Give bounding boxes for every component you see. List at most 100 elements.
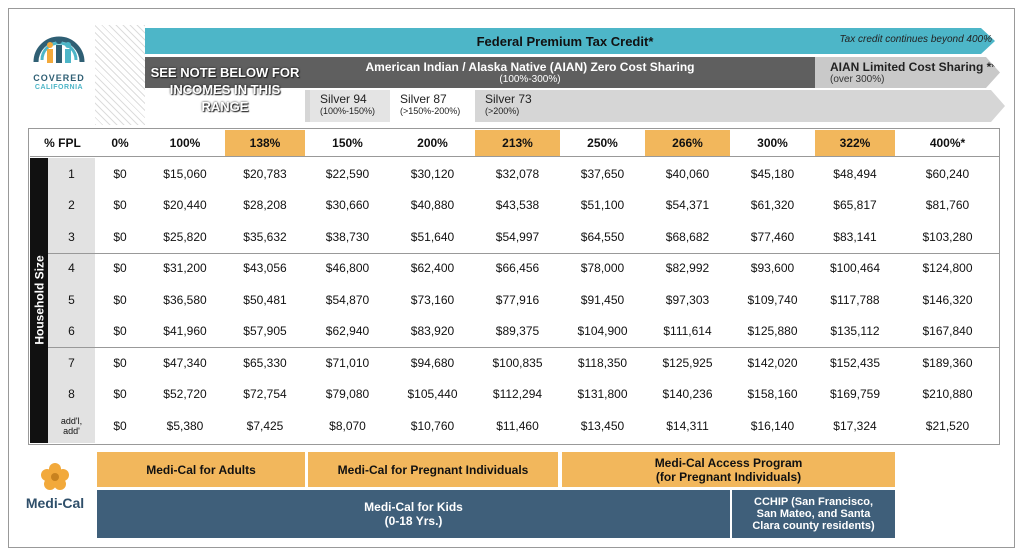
aian-range: (100%-300%) <box>499 74 561 85</box>
cell: $51,640 <box>410 229 455 244</box>
cell: $15,060 <box>163 166 207 181</box>
silver-label: Silver 73 <box>485 92 532 106</box>
cell: $117,788 <box>830 292 880 307</box>
row-size: 4 <box>68 261 75 276</box>
aian-limited-range: (over 300%) <box>830 74 885 85</box>
cell: $40,880 <box>410 198 455 213</box>
cell: $20,440 <box>163 198 207 213</box>
cell: $60,240 <box>925 166 970 181</box>
cell: $0 <box>113 229 127 244</box>
cell: $79,080 <box>325 387 370 402</box>
cell: $48,494 <box>833 166 877 181</box>
cell: $21,520 <box>925 418 970 433</box>
access-sub: (for Pregnant Individuals) <box>655 469 802 484</box>
cell: $105,440 <box>407 387 458 402</box>
cell: $124,800 <box>922 261 973 276</box>
cell: $0 <box>113 418 127 433</box>
cell: $83,920 <box>410 324 455 339</box>
aian-title: American Indian / Alaska Native (AIAN) Z… <box>365 60 695 74</box>
cell: $189,360 <box>922 355 973 370</box>
cell: $210,880 <box>922 387 973 402</box>
cell: $32,078 <box>495 166 540 181</box>
cell: $28,208 <box>243 198 287 213</box>
cell: $71,010 <box>325 355 370 370</box>
access: Medi-Cal Access Program <box>654 455 803 470</box>
silver-tier: Silver 94 (100%-150%) <box>310 92 390 116</box>
cell: $8,070 <box>329 418 366 433</box>
cell: $51,100 <box>580 198 625 213</box>
cell: $14,311 <box>666 418 709 433</box>
row-size: 6 <box>68 324 75 339</box>
cell: $30,660 <box>325 198 370 213</box>
cell: $142,020 <box>747 355 798 370</box>
cell: $57,905 <box>243 324 287 339</box>
cell: $66,456 <box>495 261 540 276</box>
cell: $5,380 <box>166 418 204 433</box>
row-size: add'l, add' <box>60 415 83 436</box>
cell: $0 <box>113 324 127 339</box>
cell: $118,350 <box>577 355 628 370</box>
access-box: Medi-Cal Access Program (for Pregnant In… <box>562 452 895 487</box>
cell: $40,060 <box>665 166 710 181</box>
column-header: 250% <box>587 136 618 150</box>
column-header: 0% <box>111 136 129 150</box>
header-rule <box>30 156 1000 157</box>
tax-credit-bar <box>145 28 995 54</box>
logo-line1: COVERED <box>33 73 85 83</box>
cell: $125,880 <box>747 324 798 339</box>
cell: $45,180 <box>750 166 795 181</box>
cell: $11,460 <box>496 418 539 433</box>
row-size: 1 <box>68 166 75 181</box>
column-header: 322% <box>815 130 895 156</box>
cell: $46,800 <box>325 261 370 276</box>
cell: $77,916 <box>495 292 540 307</box>
cell: $65,330 <box>243 355 287 370</box>
silver-label: Silver 87 <box>400 92 447 106</box>
tax-credit-note: Tax credit continues beyond 400% <box>839 34 992 45</box>
kids-box: Medi-Cal for Kids (0-18 Yrs.) <box>97 490 730 538</box>
cchip: CCHIP (San Francisco, San Mateo, and San… <box>732 490 895 538</box>
column-header: 400%* <box>929 136 966 150</box>
group-rule <box>48 252 1000 254</box>
cell: $72,754 <box>243 387 287 402</box>
row-size: 5 <box>68 292 75 307</box>
column-header: 213% <box>475 130 560 156</box>
cell: $83,141 <box>833 229 877 244</box>
column-header: 200% <box>417 136 448 150</box>
cell: $65,817 <box>833 198 877 213</box>
table-frame <box>28 128 1000 445</box>
cell: $77,460 <box>750 229 795 244</box>
side-strip <box>30 158 48 443</box>
row-size: 3 <box>68 229 75 244</box>
cell: $167,840 <box>922 324 973 339</box>
column-header: 150% <box>332 136 363 150</box>
cell: $125,925 <box>662 355 713 370</box>
cell: $38,730 <box>325 229 370 244</box>
cell: $169,759 <box>829 387 881 402</box>
column-header: 100% <box>169 136 201 150</box>
cell: $0 <box>113 166 127 181</box>
cell: $7,425 <box>246 418 284 433</box>
cell: $97,303 <box>665 292 710 307</box>
cell: $78,000 <box>580 261 625 276</box>
cell: $89,375 <box>495 324 540 339</box>
tax-credit-title: Federal Premium Tax Credit* <box>476 33 654 49</box>
cell: $100,464 <box>829 261 881 276</box>
cell: $103,280 <box>922 229 973 244</box>
hatch <box>95 25 145 125</box>
cell: $43,538 <box>495 198 540 213</box>
cell: $37,650 <box>580 166 625 181</box>
cell: $146,320 <box>922 292 973 307</box>
cell: $131,800 <box>577 387 628 402</box>
cell: $0 <box>113 198 127 213</box>
cell: $16,140 <box>750 418 795 433</box>
cell: $94,680 <box>410 355 455 370</box>
cell: $82,992 <box>665 261 710 276</box>
cell: $62,400 <box>410 261 455 276</box>
size-column <box>48 158 95 443</box>
cell: $0 <box>113 292 127 307</box>
silver-tier: Silver 73 (>200%) <box>475 92 565 116</box>
silver-range: (>200%) <box>485 106 520 116</box>
cell: $0 <box>113 355 127 370</box>
